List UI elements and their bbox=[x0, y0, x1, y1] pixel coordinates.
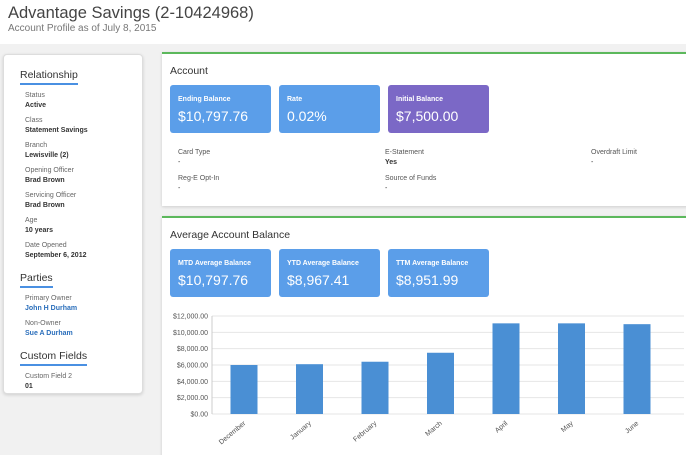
field-value: 10 years bbox=[25, 227, 54, 234]
y-tick-label: $10,000.00 bbox=[173, 330, 208, 337]
field-label: Date Opened bbox=[25, 242, 67, 249]
mtd-average-tile: MTD Average Balance $10,797.76 bbox=[170, 249, 271, 297]
average-balance-chart: $0.00 $2,000.00 $4,000.00 $6,000.00 $8,000.0… bbox=[173, 314, 684, 447]
field-label: Primary Owner bbox=[25, 295, 72, 302]
account-panel: Account Ending Balance $10,797.76 Rate 0… bbox=[162, 52, 686, 206]
parties-heading: Parties bbox=[20, 272, 53, 288]
y-tick-label: $8,000.00 bbox=[177, 346, 208, 353]
info-value: - bbox=[178, 185, 181, 192]
tile-label: Ending Balance bbox=[178, 96, 231, 103]
tile-label: YTD Average Balance bbox=[287, 260, 359, 267]
bar-january[interactable] bbox=[296, 364, 323, 414]
field-label: Non-Owner bbox=[25, 320, 61, 327]
field-label: Opening Officer bbox=[25, 167, 74, 174]
field-label: Age bbox=[25, 217, 38, 224]
field-value: Brad Brown bbox=[25, 202, 65, 209]
non-owner-link[interactable]: Sue A Durham bbox=[25, 330, 73, 337]
x-tick-label: May bbox=[560, 420, 575, 434]
reg-e-info: Reg-E Opt-In - bbox=[178, 174, 219, 194]
info-label: Card Type bbox=[178, 149, 211, 156]
relationship-heading: Relationship bbox=[20, 69, 78, 85]
date-opened-field: Date Opened September 6, 2012 bbox=[25, 241, 142, 261]
info-label: Overdraft Limit bbox=[591, 149, 637, 156]
age-field: Age 10 years bbox=[25, 216, 142, 236]
bar-december[interactable] bbox=[230, 365, 258, 414]
page-subtitle: Account Profile as of July 8, 2015 bbox=[8, 23, 157, 34]
servicing-officer-field: Servicing Officer Brad Brown bbox=[25, 191, 142, 211]
card-type-info: Card Type - bbox=[178, 148, 210, 168]
tile-label: Rate bbox=[287, 96, 303, 103]
field-label: Branch bbox=[25, 142, 48, 149]
status-field: Status Active bbox=[25, 91, 142, 111]
x-tick-label: March bbox=[424, 420, 443, 438]
tile-value: $10,797.76 bbox=[178, 108, 249, 124]
tile-label: TTM Average Balance bbox=[396, 260, 469, 267]
field-value: Brad Brown bbox=[25, 177, 65, 184]
bar-february[interactable] bbox=[361, 361, 389, 414]
average-panel-title: Average Account Balance bbox=[170, 229, 291, 241]
ytd-average-tile: YTD Average Balance $8,967.41 bbox=[279, 249, 380, 297]
bar-march[interactable] bbox=[427, 352, 454, 414]
e-statement-info: E-Statement Yes bbox=[385, 148, 424, 168]
primary-owner-link[interactable]: John H Durham bbox=[25, 305, 78, 312]
info-label: Source of Funds bbox=[385, 175, 437, 182]
field-label: Servicing Officer bbox=[25, 192, 77, 199]
account-panel-title: Account bbox=[170, 65, 208, 77]
rate-tile: Rate 0.02% bbox=[279, 85, 380, 133]
info-value: - bbox=[385, 185, 388, 192]
overdraft-limit-info: Overdraft Limit - bbox=[591, 148, 637, 168]
field-value: Active bbox=[25, 102, 47, 109]
y-tick-label: $4,000.00 bbox=[177, 379, 208, 386]
non-owner-field: Non-Owner Sue A Durham bbox=[25, 319, 142, 339]
info-label: E-Statement bbox=[385, 149, 424, 156]
info-value: - bbox=[591, 159, 594, 166]
info-value: Yes bbox=[385, 159, 398, 166]
field-label: Class bbox=[25, 117, 43, 124]
custom-fields-heading: Custom Fields bbox=[20, 350, 88, 366]
field-value: Lewisville (2) bbox=[25, 152, 69, 159]
y-tick-label: $6,000.00 bbox=[177, 363, 208, 370]
tile-value: 0.02% bbox=[287, 108, 327, 124]
x-tick-label: February bbox=[352, 420, 378, 444]
tile-label: MTD Average Balance bbox=[178, 260, 252, 267]
y-tick-label: $12,000.00 bbox=[173, 314, 208, 321]
field-value: 01 bbox=[25, 383, 33, 390]
page-header: Advantage Savings (2-10424968) Account P… bbox=[0, 0, 686, 44]
branch-field: Branch Lewisville (2) bbox=[25, 141, 142, 161]
x-tick-label: December bbox=[218, 420, 248, 447]
field-label: Status bbox=[25, 92, 45, 99]
custom-field-2: Custom Field 2 01 bbox=[25, 372, 142, 392]
tile-value: $8,951.99 bbox=[396, 272, 459, 288]
class-field: Class Statement Savings bbox=[25, 116, 142, 136]
tile-value: $10,797.76 bbox=[178, 272, 249, 288]
y-tick-label: $2,000.00 bbox=[177, 395, 208, 402]
bar-april[interactable] bbox=[492, 323, 520, 414]
x-tick-label: January bbox=[289, 420, 313, 442]
y-tick-label: $0.00 bbox=[190, 412, 208, 419]
field-value: September 6, 2012 bbox=[25, 252, 87, 259]
x-tick-label: June bbox=[624, 420, 640, 435]
initial-balance-tile: Initial Balance $7,500.00 bbox=[388, 85, 489, 133]
field-label: Custom Field 2 bbox=[25, 373, 73, 380]
tile-value: $7,500.00 bbox=[396, 108, 459, 124]
tile-label: Initial Balance bbox=[396, 96, 444, 103]
info-value: - bbox=[178, 159, 181, 166]
page-title: Advantage Savings (2-10424968) bbox=[8, 4, 254, 22]
bar-may[interactable] bbox=[558, 323, 585, 414]
bar-june[interactable] bbox=[623, 324, 651, 414]
profile-sidebar: Relationship Status Active Class Stateme… bbox=[3, 54, 143, 394]
tile-value: $8,967.41 bbox=[287, 272, 350, 288]
primary-owner-field: Primary Owner John H Durham bbox=[25, 294, 142, 314]
info-label: Reg-E Opt-In bbox=[178, 175, 220, 182]
x-tick-label: April bbox=[494, 420, 510, 435]
ttm-average-tile: TTM Average Balance $8,951.99 bbox=[388, 249, 489, 297]
average-balance-panel: Average Account Balance MTD Average Bala… bbox=[162, 216, 686, 455]
source-of-funds-info: Source of Funds - bbox=[385, 174, 436, 194]
field-value: Statement Savings bbox=[25, 127, 88, 134]
ending-balance-tile: Ending Balance $10,797.76 bbox=[170, 85, 271, 133]
opening-officer-field: Opening Officer Brad Brown bbox=[25, 166, 142, 186]
